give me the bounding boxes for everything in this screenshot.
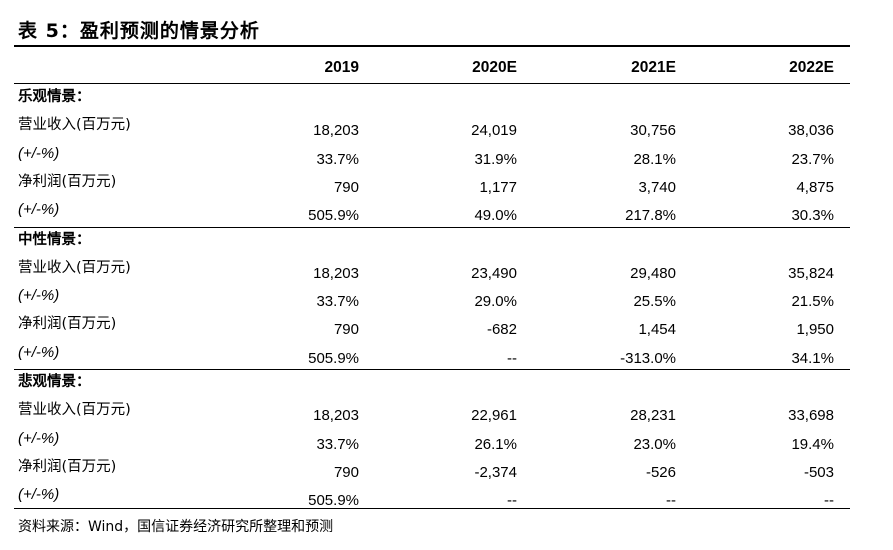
table-row: 净利润(百万元) 790 -2,374 -526 -503 — [14, 454, 850, 481]
section-rule — [14, 369, 850, 370]
table-cell: 34.1% — [791, 349, 834, 367]
table-cell: 25.5% — [633, 293, 676, 311]
table-cell: 18,203 — [313, 264, 359, 282]
column-header-2020e: 2020E — [472, 59, 517, 76]
column-header-2019: 2019 — [324, 59, 359, 76]
row-label: (+/-%) — [18, 144, 60, 162]
table-cell: 1,950 — [796, 321, 834, 339]
section-rule — [14, 226, 850, 228]
table-cell: 33.7% — [316, 150, 359, 168]
table-row: (+/-%) 505.9% -- -- -- — [14, 482, 850, 509]
top-rule — [14, 45, 850, 47]
table-row: 营业收入(百万元) 18,203 22,961 28,231 33,698 — [14, 397, 850, 424]
table-cell: 1,177 — [479, 178, 517, 196]
table-cell: 23.0% — [633, 435, 676, 453]
table-row: (+/-%) 33.7% 29.0% 25.5% 21.5% — [14, 283, 850, 310]
table-row: 营业收入(百万元) 18,203 24,019 30,756 38,036 — [14, 112, 850, 139]
table-cell: 33.7% — [316, 293, 359, 311]
table-cell: 30.3% — [791, 207, 834, 225]
table-cell: 35,824 — [788, 264, 834, 282]
table-cell: 1,454 — [638, 321, 676, 339]
table-cell: -313.0% — [620, 349, 676, 367]
bottom-rule — [14, 508, 850, 509]
row-label: 净利润(百万元) — [18, 316, 117, 333]
table-cell: 49.0% — [474, 207, 517, 225]
row-label: 净利润(百万元) — [18, 458, 117, 475]
table-cell: 33.7% — [316, 435, 359, 453]
table-cell: 3,740 — [638, 178, 676, 196]
table-cell: -2,374 — [474, 463, 517, 481]
column-header-2022e: 2022E — [789, 59, 834, 76]
section-label: 悲观情景： — [18, 374, 91, 390]
section-header-row: 悲观情景： — [14, 369, 850, 395]
table-cell: 21.5% — [791, 293, 834, 311]
table-cell: -503 — [803, 463, 834, 481]
table-cell: 29.0% — [474, 293, 517, 311]
table-cell: -- — [824, 492, 834, 510]
row-label: (+/-%) — [18, 287, 60, 305]
table-row: 净利润(百万元) 790 1,177 3,740 4,875 — [14, 169, 850, 196]
header-rule — [14, 83, 850, 84]
table-cell: 23.7% — [791, 150, 834, 168]
table-cell: 217.8% — [625, 207, 676, 225]
table-row: (+/-%) 33.7% 31.9% 28.1% 23.7% — [14, 141, 850, 168]
table-cell: -- — [507, 349, 517, 367]
row-label: 净利润(百万元) — [18, 173, 117, 190]
table-cell: 790 — [333, 321, 359, 339]
table-cell: 18,203 — [313, 122, 359, 140]
header-row: 2019 2020E 2021E 2022E — [14, 55, 850, 81]
table-cell: 790 — [333, 178, 359, 196]
table-cell: 22,961 — [471, 407, 517, 425]
source-note: 资料来源：Wind，国信证券经济研究所整理和预测 — [18, 519, 334, 535]
table-cell: 24,019 — [471, 122, 517, 140]
row-label: 营业收入(百万元) — [18, 117, 131, 134]
row-label: 营业收入(百万元) — [18, 259, 131, 276]
row-label: (+/-%) — [18, 343, 60, 361]
table-row: 营业收入(百万元) 18,203 23,490 29,480 35,824 — [14, 255, 850, 282]
table-cell: 29,480 — [630, 264, 676, 282]
table-cell: 18,203 — [313, 407, 359, 425]
row-label: (+/-%) — [18, 201, 60, 219]
table-cell: -- — [507, 492, 517, 510]
table-cell: 33,698 — [788, 407, 834, 425]
table-row: (+/-%) 505.9% -- -313.0% 34.1% — [14, 340, 850, 367]
table-cell: -526 — [645, 463, 676, 481]
table-cell: 505.9% — [308, 492, 359, 510]
row-label: (+/-%) — [18, 429, 60, 447]
table-cell: 790 — [333, 463, 359, 481]
section-header-row: 中性情景： — [14, 227, 850, 253]
table-cell: 30,756 — [630, 122, 676, 140]
table-cell: 26.1% — [474, 435, 517, 453]
column-header-2021e: 2021E — [631, 59, 676, 76]
table-cell: -- — [666, 492, 676, 510]
row-label: 营业收入(百万元) — [18, 402, 131, 419]
table-row: 净利润(百万元) 790 -682 1,454 1,950 — [14, 311, 850, 338]
section-label: 中性情景： — [18, 231, 91, 248]
section-header-row: 乐观情景： — [14, 84, 850, 110]
table-cell: 38,036 — [788, 122, 834, 140]
row-label: (+/-%) — [18, 486, 60, 504]
table-cell: 19.4% — [791, 435, 834, 453]
table-cell: 28.1% — [633, 150, 676, 168]
table-cell: 4,875 — [796, 178, 834, 196]
table-cell: 505.9% — [308, 349, 359, 367]
table-row: (+/-%) 33.7% 26.1% 23.0% 19.4% — [14, 426, 850, 453]
table-cell: 505.9% — [308, 207, 359, 225]
table-cell: -682 — [486, 321, 517, 339]
section-label: 乐观情景： — [18, 89, 91, 105]
table-row: (+/-%) 505.9% 49.0% 217.8% 30.3% — [14, 197, 850, 224]
table-title: 表 5：盈利预测的情景分析 — [18, 20, 260, 42]
table-cell: 31.9% — [474, 150, 517, 168]
table-cell: 23,490 — [471, 264, 517, 282]
table-cell: 28,231 — [630, 407, 676, 425]
